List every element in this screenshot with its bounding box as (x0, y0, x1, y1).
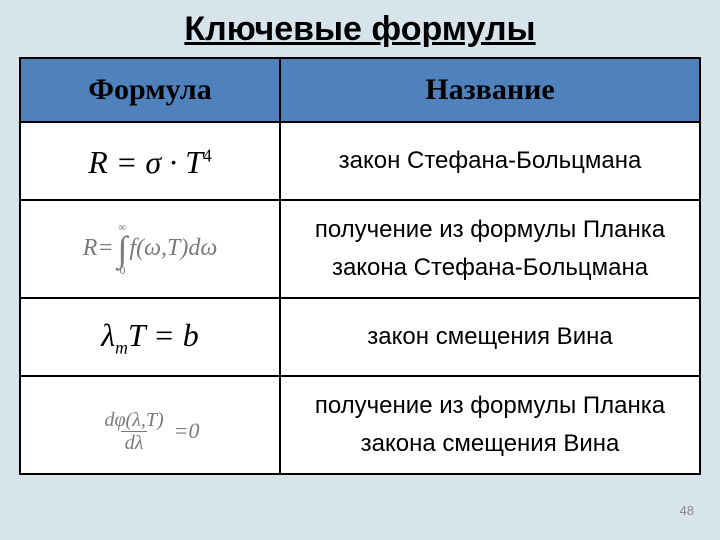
table-row: dφ(λ,T)dλ=0получение из формулы Планказа… (20, 376, 700, 474)
name-cell: закон смещения Вина (280, 298, 700, 376)
formulas-table: Формула Название R = σ · T4закон Стефана… (19, 57, 701, 475)
name-cell: получение из формулы Планказакона Стефан… (280, 200, 700, 298)
table-header-row: Формула Название (20, 58, 700, 122)
header-formula: Формула (20, 58, 280, 122)
formula-cell: dφ(λ,T)dλ=0 (20, 376, 280, 474)
formula-cell: λmT = b (20, 298, 280, 376)
formula-cell: R = σ · T4 (20, 122, 280, 200)
table-row: R=∞∫0f(ω,T)dωполучение из формулы Планка… (20, 200, 700, 298)
name-cell: закон Стефана-Больцмана (280, 122, 700, 200)
table-row: R = σ · T4закон Стефана-Больцмана (20, 122, 700, 200)
formula-cell: R=∞∫0f(ω,T)dω (20, 200, 280, 298)
page-number: 48 (680, 503, 694, 518)
name-cell: получение из формулы Планказакона смещен… (280, 376, 700, 474)
header-name: Название (280, 58, 700, 122)
page-title: Ключевые формулы (0, 0, 720, 57)
table-row: λmT = bзакон смещения Вина (20, 298, 700, 376)
